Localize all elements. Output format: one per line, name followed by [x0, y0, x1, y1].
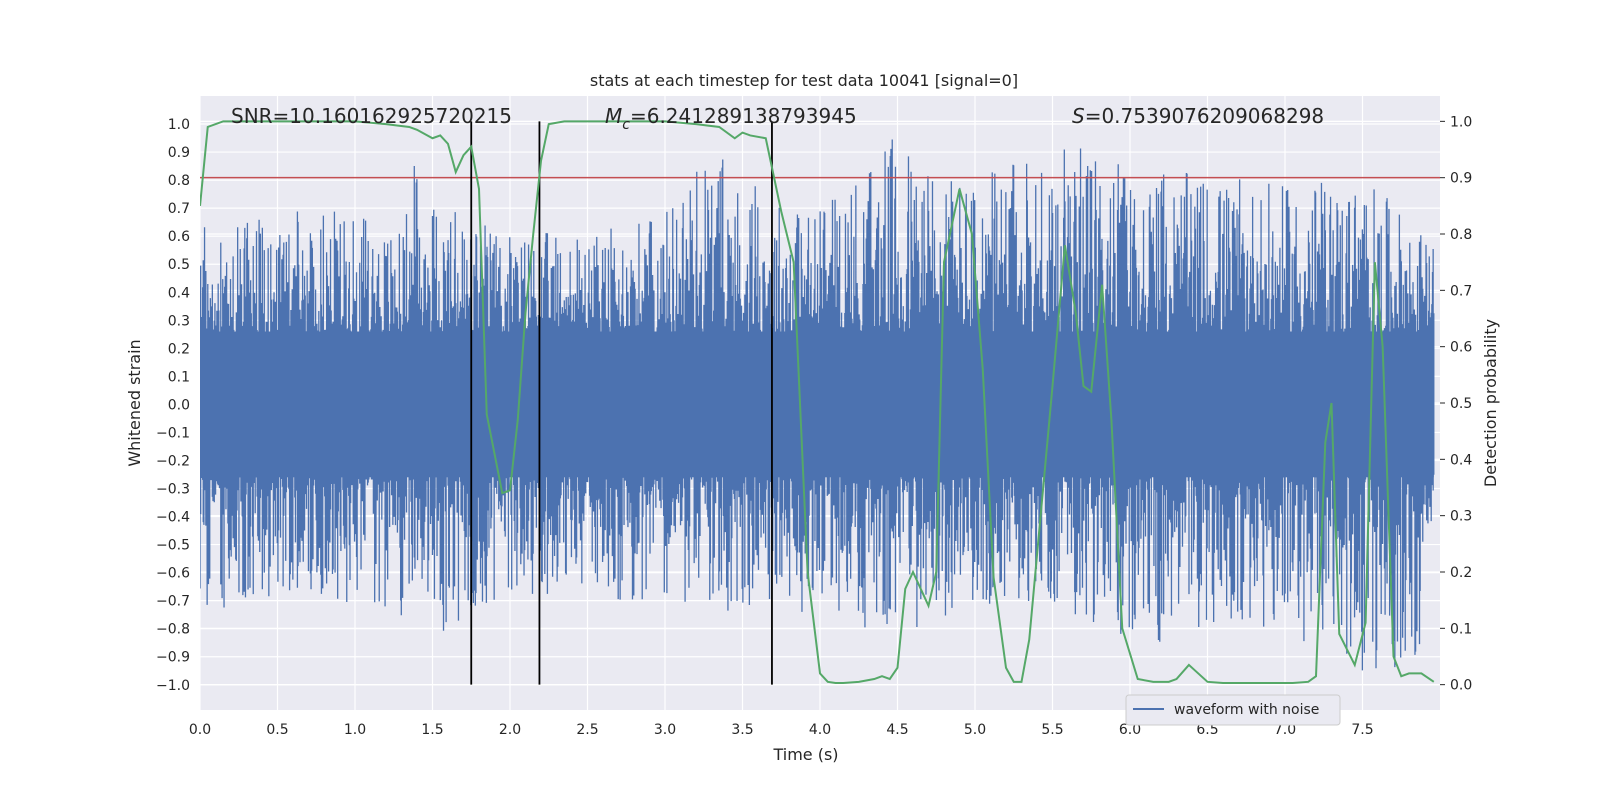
y-tick-label: 0.6 — [168, 229, 190, 245]
chart-title: stats at each timestep for test data 100… — [590, 71, 1018, 90]
y2-axis-label: Detection probability — [1481, 319, 1500, 487]
vertical-markers — [470, 121, 773, 685]
y-tick-label: −0.1 — [156, 425, 190, 441]
y-axis-ticks: 1.0 0.9 0.8 0.7 0.6 0.5 0.4 0.3 0.2 0.1 0.0 −0.1 −0.… — [156, 117, 190, 694]
y-tick-label: 1.0 — [168, 117, 190, 133]
y-tick-label: 0.2 — [168, 341, 190, 357]
x-tick-label: 1.5 — [421, 722, 443, 738]
y2-tick-label: 0.5 — [1450, 396, 1472, 412]
chirp-mass-symbol: M — [605, 104, 622, 128]
y-tick-label: 0.8 — [168, 173, 190, 189]
x-tick-label: 3.0 — [654, 722, 676, 738]
x-tick-label: 0.0 — [189, 722, 211, 738]
legend-box — [1125, 694, 1341, 726]
y2-tick-label: 0.1 — [1450, 621, 1472, 637]
y-tick-label: −1.0 — [156, 678, 190, 694]
x-tick-label: 4.0 — [809, 722, 831, 738]
x-tick-label: 3.5 — [731, 722, 753, 738]
x-tick-label: 7.0 — [1274, 722, 1296, 738]
y-axis-label: Whitened strain — [125, 339, 144, 466]
y-tick-label: −0.6 — [156, 566, 190, 582]
x-tick-label: 4.5 — [886, 722, 908, 738]
chirp-mass-value: =6.241289138793945 — [630, 104, 857, 128]
waveform-series — [200, 139, 1435, 671]
legend: waveform with noise — [1125, 694, 1341, 726]
chirp-mass-annotation: Mc=6.241289138793945 — [605, 104, 857, 133]
y2-tick-label: 0.2 — [1450, 565, 1472, 581]
score-value: =0.7539076209068298 — [1085, 104, 1324, 128]
x-tick-label: 6.5 — [1196, 722, 1218, 738]
x-tick-label: 0.5 — [266, 722, 288, 738]
y-tick-label: −0.7 — [156, 594, 190, 610]
waveform-line — [200, 139, 1435, 671]
x-axis-ticks: 0.0 0.5 1.0 1.5 2.0 2.5 3.0 3.5 4.0 4.5 5.0 5.5 6.0 6… — [189, 722, 1374, 738]
score-symbol: S — [1072, 104, 1085, 128]
x-tick-label: 5.0 — [964, 722, 986, 738]
y2-tick-label: 0.8 — [1450, 227, 1472, 243]
y2-tick-label: 0.0 — [1450, 678, 1472, 694]
chirp-mass-subscript: c — [622, 117, 630, 133]
y-tick-label: −0.4 — [156, 510, 190, 526]
y-tick-label: 0.4 — [168, 285, 190, 301]
y-tick-label: 0.9 — [168, 145, 190, 161]
y2-tick-label: 0.3 — [1450, 509, 1472, 525]
snr-annotation: SNR=10.160162925720215 — [231, 104, 512, 128]
score-annotation: S=0.7539076209068298 — [1072, 104, 1324, 128]
y-tick-label: −0.8 — [156, 622, 190, 638]
y-tick-label: −0.2 — [156, 453, 190, 469]
x-tick-label: 1.0 — [344, 722, 366, 738]
y2-axis-ticks: 1.0 0.9 0.8 0.7 0.6 0.5 0.4 0.3 0.2 0.1 0.0 — [1440, 114, 1472, 694]
y2-tick-label: 1.0 — [1450, 114, 1472, 130]
y-tick-label: 0.0 — [168, 397, 190, 413]
x-tick-label: 2.5 — [576, 722, 598, 738]
y-tick-label: 0.1 — [168, 369, 190, 385]
y-tick-label: 0.7 — [168, 201, 190, 217]
y-tick-label: −0.5 — [156, 538, 190, 554]
probability-series — [200, 120, 1435, 684]
y2-tick-label: 0.6 — [1450, 340, 1472, 356]
probability-line — [200, 120, 1435, 684]
x-tick-label: 7.5 — [1351, 722, 1373, 738]
legend-waveform-label: waveform with noise — [1174, 702, 1319, 718]
x-axis-label: Time (s) — [772, 745, 838, 764]
x-tick-label: 6.0 — [1119, 722, 1141, 738]
y2-tick-label: 0.9 — [1450, 171, 1472, 187]
y2-tick-label: 0.7 — [1450, 283, 1472, 299]
y-tick-label: 0.3 — [168, 313, 190, 329]
x-tick-label: 2.0 — [499, 722, 521, 738]
y-tick-label: −0.9 — [156, 650, 190, 666]
y2-tick-label: 0.4 — [1450, 452, 1472, 468]
x-tick-label: 5.5 — [1041, 722, 1063, 738]
y-tick-label: 0.5 — [168, 257, 190, 273]
y-tick-label: −0.3 — [156, 482, 190, 498]
